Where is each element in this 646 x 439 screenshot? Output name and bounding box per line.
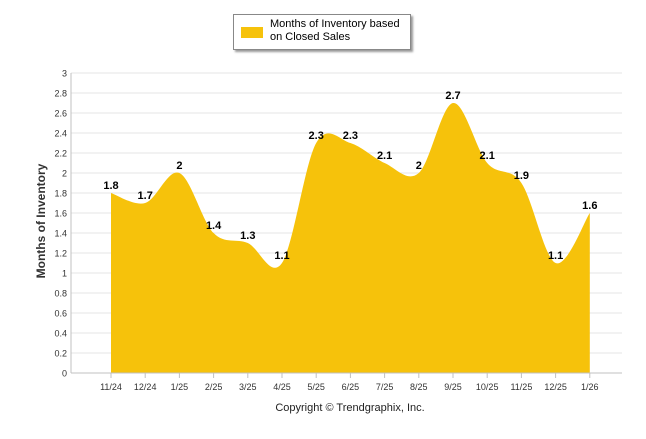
x-tick-label: 9/25 <box>444 382 462 392</box>
x-tick-label: 3/25 <box>239 382 257 392</box>
x-tick-label: 2/25 <box>205 382 223 392</box>
y-tick-label: 1.8 <box>54 189 67 199</box>
y-tick-label: 1.4 <box>54 229 67 239</box>
y-tick-label: 1 <box>62 269 67 279</box>
data-label: 2.7 <box>445 90 460 102</box>
y-tick-label: 1.2 <box>54 249 67 259</box>
y-tick-label: 2.6 <box>54 109 67 119</box>
y-tick-label: 2.8 <box>54 89 67 99</box>
data-label: 2 <box>176 160 182 172</box>
x-tick-label: 1/26 <box>581 382 599 392</box>
legend-swatch <box>241 27 263 38</box>
x-tick-label: 4/25 <box>273 382 291 392</box>
y-axis-title: Months of Inventory <box>34 163 48 279</box>
data-label: 1.6 <box>582 200 597 212</box>
data-label: 2.3 <box>343 130 358 142</box>
x-tick-label: 11/25 <box>510 382 532 392</box>
area-series <box>111 102 590 373</box>
data-label: 1.1 <box>548 250 563 262</box>
data-label: 2.3 <box>309 130 324 142</box>
legend-label: Months of Inventory based on Closed Sale… <box>270 18 400 43</box>
x-tick-label: 12/25 <box>544 382 567 392</box>
data-label: 1.9 <box>514 170 529 182</box>
y-tick-label: 0.6 <box>54 309 67 319</box>
x-tick-label: 12/24 <box>134 382 157 392</box>
y-tick-label: 2 <box>62 169 67 179</box>
data-label: 2 <box>416 160 422 172</box>
x-tick-label: 5/25 <box>307 382 325 392</box>
data-label: 1.7 <box>138 190 153 202</box>
y-tick-label: 2.2 <box>54 149 67 159</box>
y-tick-label: 3 <box>62 69 67 79</box>
y-tick-label: 0 <box>62 369 67 379</box>
copyright-text: Copyright © Trendgraphix, Inc. <box>275 402 425 414</box>
y-tick-label: 0.8 <box>54 289 67 299</box>
legend: Months of Inventory based on Closed Sale… <box>233 14 411 50</box>
y-tick-label: 1.6 <box>54 209 67 219</box>
data-label: 2.1 <box>480 150 495 162</box>
y-tick-label: 0.4 <box>54 329 67 339</box>
x-tick-label: 10/25 <box>476 382 499 392</box>
x-tick-label: 8/25 <box>410 382 428 392</box>
x-tick-label: 1/25 <box>171 382 189 392</box>
y-tick-label: 0.2 <box>54 349 67 359</box>
data-label: 1.3 <box>240 230 255 242</box>
x-tick-label: 11/24 <box>100 382 122 392</box>
data-label: 1.4 <box>206 220 222 232</box>
data-label: 1.1 <box>274 250 289 262</box>
y-tick-label: 2.4 <box>54 129 67 139</box>
data-label: 1.8 <box>103 180 118 192</box>
x-tick-label: 7/25 <box>376 382 394 392</box>
x-tick-label: 6/25 <box>342 382 360 392</box>
data-label: 2.1 <box>377 150 392 162</box>
